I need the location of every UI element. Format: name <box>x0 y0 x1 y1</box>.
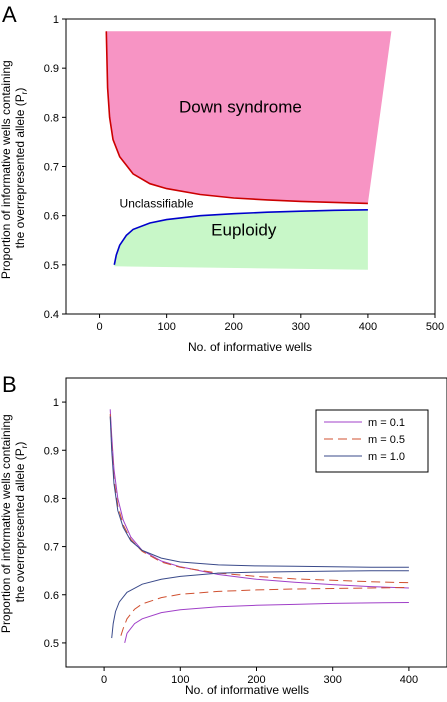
panel-a-ytick-label-4: 0.8 <box>44 112 59 124</box>
panel-b-ylabel-line2: the overrepresented allele (Pr) <box>13 442 29 603</box>
panel-a-regions <box>106 31 392 270</box>
series-2-upper-line <box>109 416 409 568</box>
panel-b-ytick-label-0: 0.5 <box>44 638 59 650</box>
panel-a: A 0 100 200 300 400 500 0.4 0.5 0.6 0.7 0.8 0.9 1 Do… <box>0 2 444 354</box>
panel-a-ylabel-line1: Proportion of informative wells containi… <box>0 60 13 279</box>
series-0-lower-line <box>124 602 409 644</box>
panel-b-xtick-label-1: 100 <box>171 674 189 686</box>
legend-label-2: m = 1.0 <box>368 451 405 463</box>
panel-b-xtick-label-0: 0 <box>101 674 107 686</box>
panel-b-ytick-label-3: 0.8 <box>44 493 59 505</box>
series-1-upper-line <box>109 414 409 584</box>
panel-b-xlabel: No. of informative wells <box>185 683 309 697</box>
series-1-lower-line <box>120 587 409 636</box>
panel-b-ytick-label-5: 1 <box>53 397 59 409</box>
panel-b-xtick-label-4: 400 <box>400 674 418 686</box>
panel-b-legend: m = 0.1 m = 0.5 m = 1.0 <box>315 409 429 473</box>
panel-b-xtick-label-2: 200 <box>247 674 265 686</box>
down-syndrome-label: Down syndrome <box>179 97 302 116</box>
panel-a-ytick-label-6: 1 <box>53 14 59 26</box>
series-0-upper-line <box>109 409 409 589</box>
panel-b-ylabel-line1: Proportion of informative wells containi… <box>0 414 13 633</box>
panel-a-xtick-label-4: 400 <box>359 321 377 333</box>
panel-b-curves <box>109 409 409 644</box>
panel-b-ticks: 0 100 200 300 400 0.5 0.6 0.7 0.8 0.9 1 <box>44 397 418 686</box>
panel-b-xtick-label-3: 300 <box>324 674 342 686</box>
panel-a-label: A <box>2 2 17 27</box>
panel-a-xtick-label-3: 300 <box>292 321 310 333</box>
unclassifiable-label: Unclassifiable <box>120 196 194 210</box>
panel-a-curves <box>105 31 368 265</box>
panel-b-ytick-label-1: 0.6 <box>44 590 59 602</box>
panel-a-ticks: 0 100 200 300 400 500 0.4 0.5 0.6 0.7 0.8 0.9 1 <box>44 14 444 333</box>
panel-a-annotations: Down syndrome Euploidy Unclassifiable <box>120 97 302 239</box>
panel-a-xtick-label-1: 100 <box>157 321 175 333</box>
panel-a-ylabel: Proportion of informative wells containi… <box>0 57 29 279</box>
panel-b-ylabel: Proportion of informative wells containi… <box>0 411 29 633</box>
panel-a-xtick-label-5: 500 <box>426 321 444 333</box>
panel-b-ytick-label-2: 0.7 <box>44 542 59 554</box>
series-2-lower-line <box>111 570 409 639</box>
euploidy-region <box>114 209 368 270</box>
panel-a-ytick-label-3: 0.7 <box>44 162 59 174</box>
panel-a-ytick-label-0: 0.4 <box>44 309 59 321</box>
legend-box <box>315 409 429 473</box>
panel-a-xtick-label-2: 200 <box>225 321 243 333</box>
panel-a-xtick-label-0: 0 <box>96 321 102 333</box>
euploidy-label: Euploidy <box>211 220 277 239</box>
down-syndrome-region <box>106 31 392 204</box>
panel-a-ytick-label-2: 0.6 <box>44 211 59 223</box>
panel-b-ytick-label-4: 0.9 <box>44 445 59 457</box>
down-syndrome-boundary-line <box>105 31 368 205</box>
panel-a-ytick-label-5: 0.9 <box>44 63 59 75</box>
panel-a-ytick-label-1: 0.5 <box>44 260 59 272</box>
panel-a-xlabel: No. of informative wells <box>188 340 312 354</box>
legend-label-1: m = 0.5 <box>368 434 405 446</box>
legend-label-0: m = 0.1 <box>368 417 405 429</box>
panel-b-label: B <box>2 372 17 397</box>
euploidy-boundary-line <box>113 209 368 265</box>
panel-a-ylabel-line2: the overrepresented allele (Pr) <box>13 88 29 249</box>
